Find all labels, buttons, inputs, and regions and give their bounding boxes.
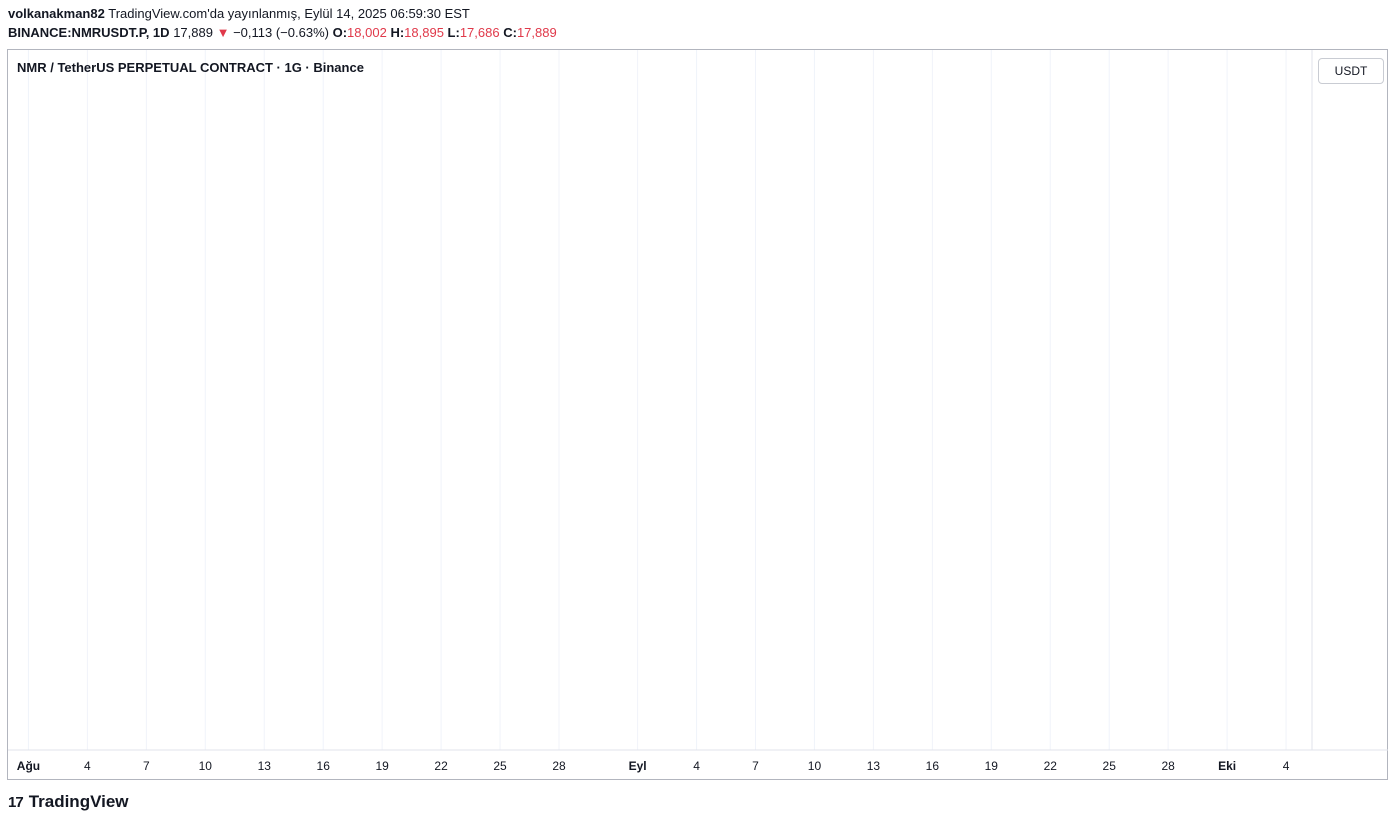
x-tick-label: 25 [493, 759, 507, 773]
x-tick-label: 10 [808, 759, 822, 773]
symbol-label: BINANCE:NMRUSDT.P, 1D [8, 25, 170, 40]
x-tick-label: 22 [1044, 759, 1058, 773]
x-tick-label: 7 [752, 759, 759, 773]
x-tick-label: 28 [1161, 759, 1175, 773]
open-value: 18,002 [347, 25, 387, 40]
published-info: TradingView.com'da yayınlanmış, Eylül 14… [108, 6, 470, 21]
close-value: 17,889 [516, 25, 557, 40]
low-value: 17,686 [459, 25, 500, 40]
x-tick-label: 4 [84, 759, 91, 773]
x-tick-label: 10 [199, 759, 213, 773]
x-tick-label: 28 [552, 759, 566, 773]
x-tick-label: 16 [317, 759, 331, 773]
down-arrow-icon: ▼ [216, 25, 230, 40]
x-tick-label: 7 [143, 759, 150, 773]
x-tick-label: 19 [985, 759, 999, 773]
last-price: 17,889 [173, 25, 213, 40]
chart-title: NMR / TetherUS PERPETUAL CONTRACT · 1G ·… [17, 60, 364, 75]
publish-header: volkanakman82 TradingView.com'da yayınla… [8, 6, 470, 21]
x-tick-label: 25 [1103, 759, 1117, 773]
low-label: L: [447, 25, 460, 40]
change-value: −0,113 (−0.63%) [233, 25, 329, 40]
x-tick-label: 13 [867, 759, 881, 773]
x-tick-label: Eki [1218, 759, 1236, 773]
high-label: H: [390, 25, 405, 40]
x-tick-label: 13 [258, 759, 272, 773]
footer-brand: 17 TradingView [8, 792, 129, 812]
x-tick-label: 4 [1283, 759, 1290, 773]
x-tick-label: 4 [693, 759, 700, 773]
close-label: C: [503, 25, 517, 40]
high-value: 18,895 [404, 25, 444, 40]
author-name[interactable]: volkanakman82 [8, 6, 105, 21]
symbol-header: BINANCE:NMRUSDT.P, 1D 17,889 ▼ −0,113 (−… [8, 25, 557, 40]
x-tick-label: 19 [375, 759, 389, 773]
footer-brand-text: TradingView [28, 792, 129, 811]
x-tick-label: Eyl [629, 759, 647, 773]
x-tick-label: 16 [926, 759, 940, 773]
x-tick-label: 22 [434, 759, 448, 773]
tradingview-logo-icon: 17 [8, 793, 24, 811]
currency-button[interactable]: USDT [1318, 58, 1384, 84]
x-tick-label: Ağu [17, 759, 40, 773]
open-label: O: [332, 25, 348, 40]
chart-frame [7, 49, 1388, 780]
